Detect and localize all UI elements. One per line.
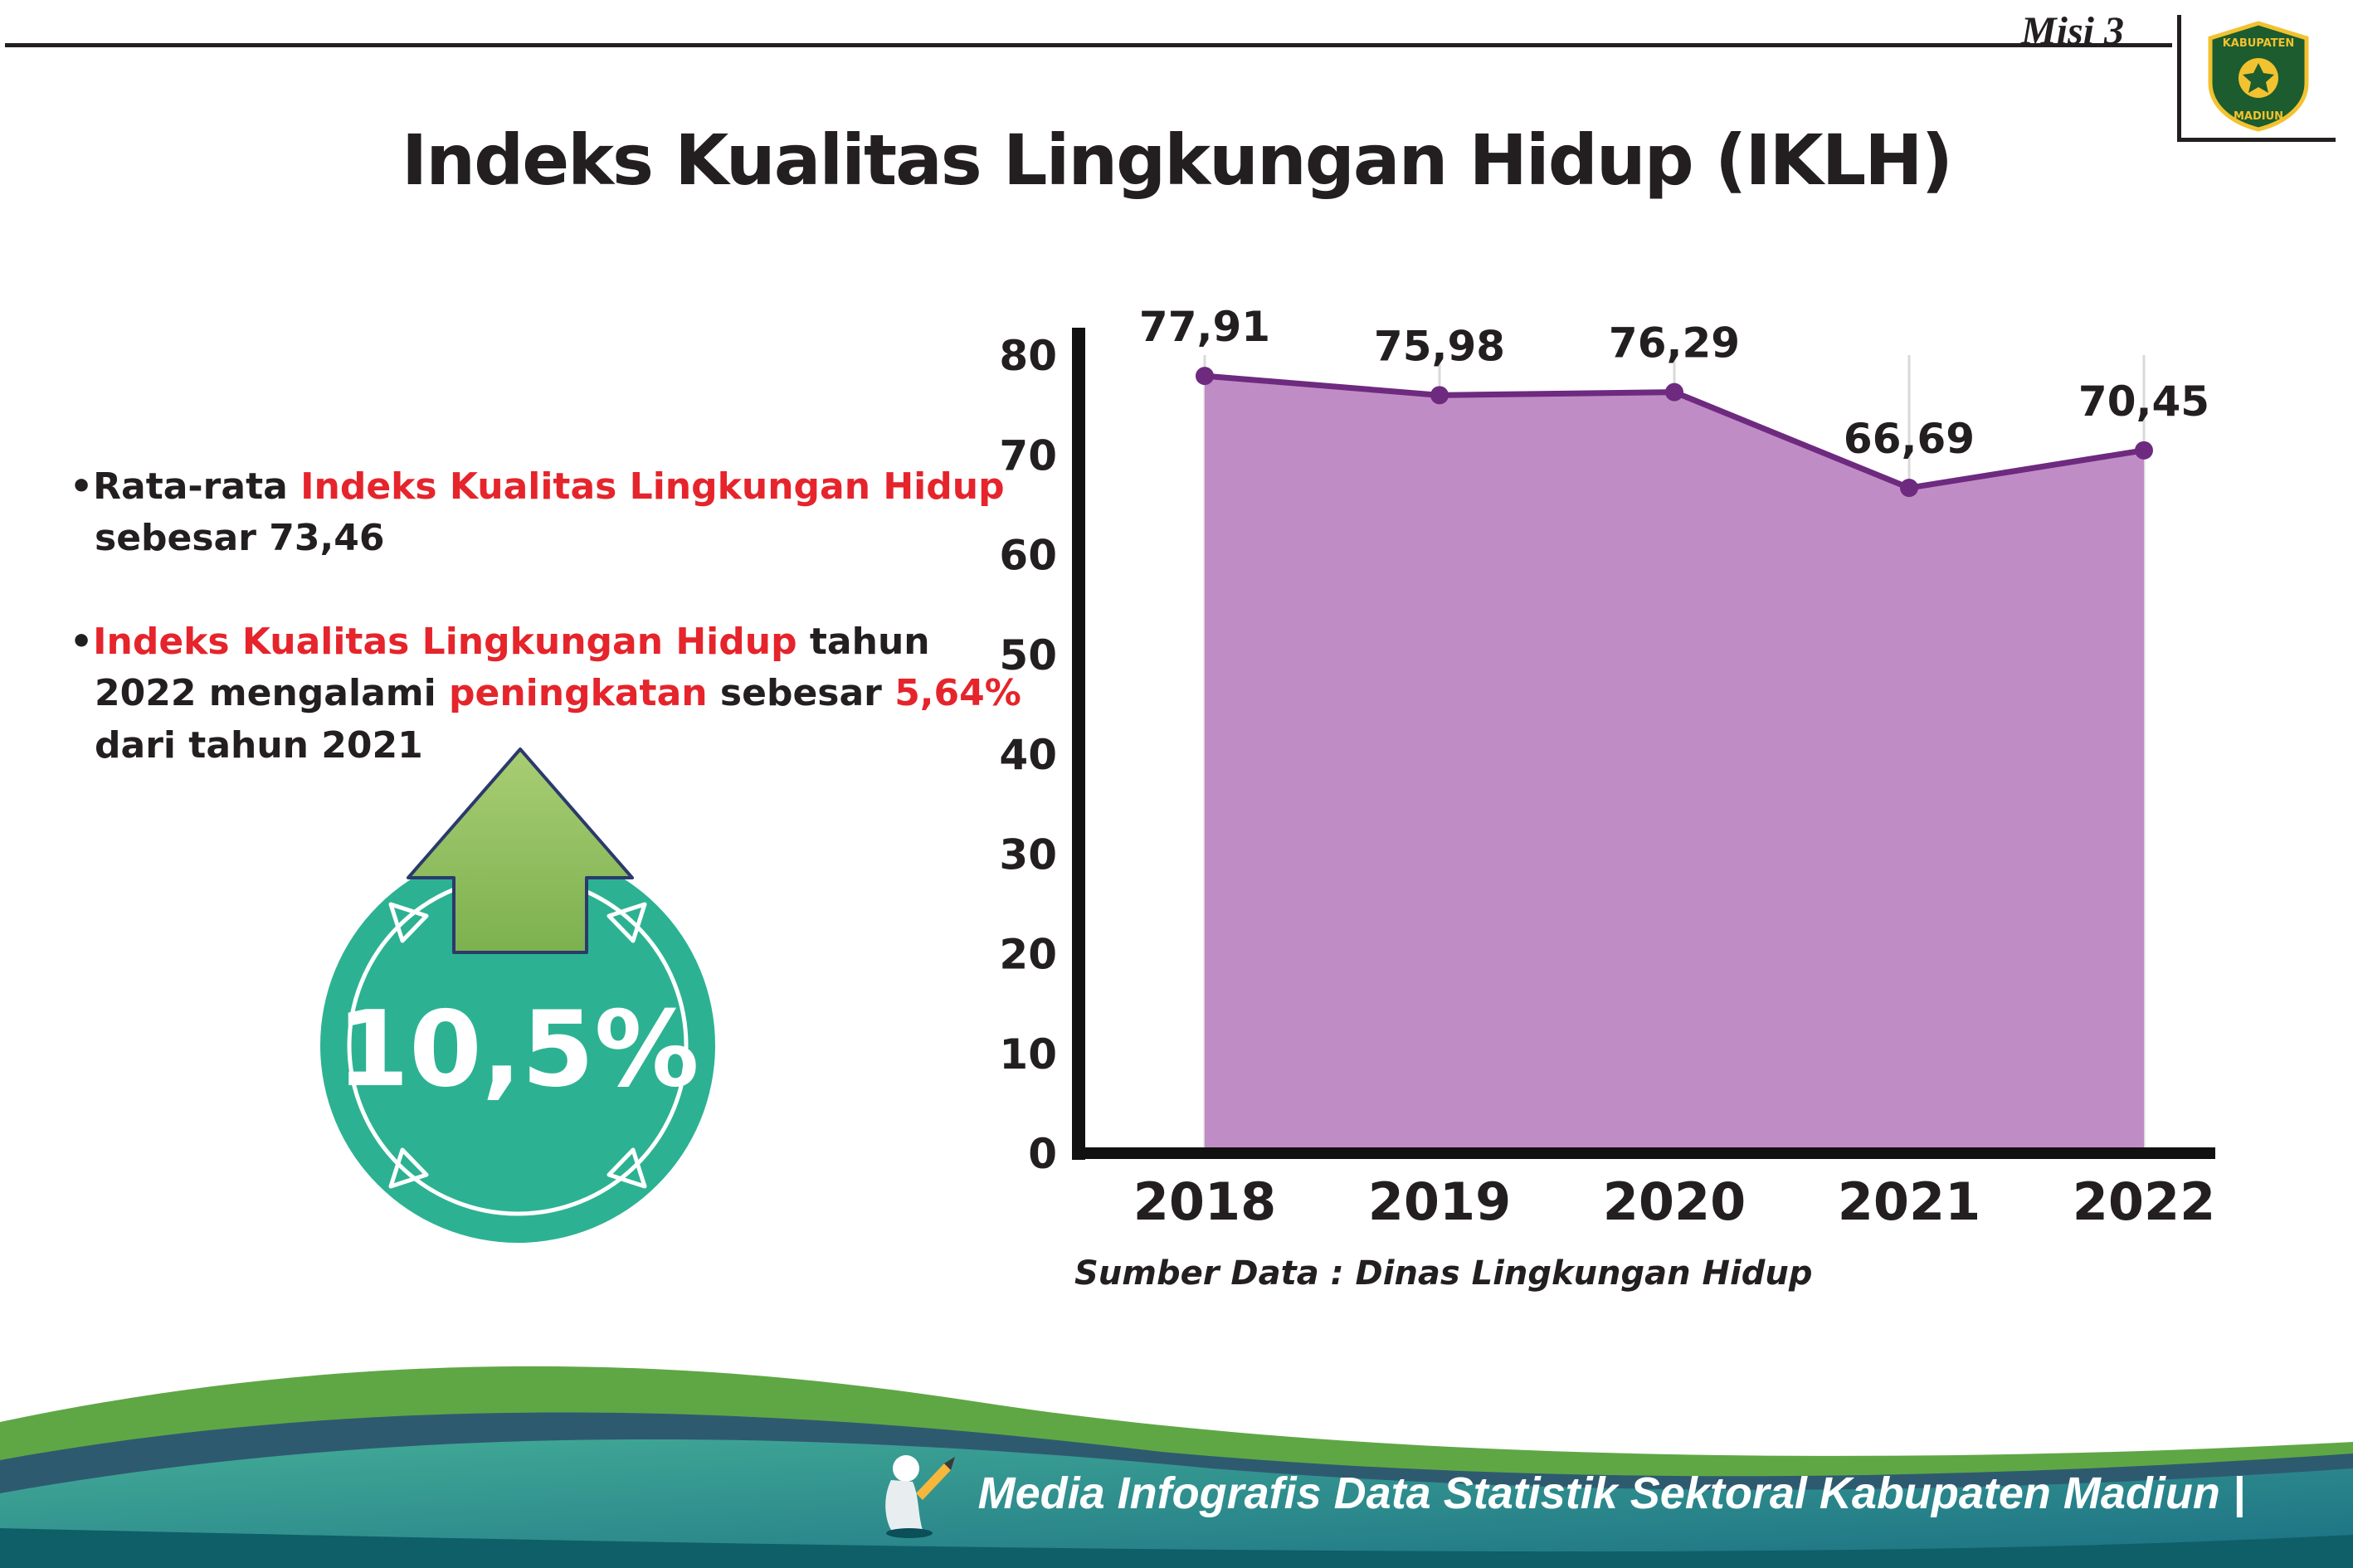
value-label: 75,98 <box>1374 322 1505 370</box>
misi-label: Misi 3 <box>2020 9 2124 53</box>
badge-circle <box>320 848 715 1243</box>
data-point <box>2135 441 2153 460</box>
footer-text: Media Infografis Data Statistik Sektoral… <box>977 1468 2245 1518</box>
kabupaten-madiun-logo: KABUPATEN MADIUN <box>2208 21 2309 132</box>
increase-badge-graphic: 10,5% <box>320 747 715 1243</box>
y-tick-label: 80 <box>999 332 1057 380</box>
x-tick-label: 2018 <box>1133 1171 1277 1232</box>
bullet-marker: • <box>70 620 94 663</box>
y-tick-label: 40 <box>999 731 1057 779</box>
value-label: 77,91 <box>1139 303 1270 351</box>
highlight-red: Indeks Kualitas Lingkungan Hidup <box>93 620 797 663</box>
iklh-chart-area: 0 10 20 30 40 50 60 70 80 77,91 75,98 76,29 66,69 70,… <box>954 295 2298 1332</box>
text-segment: sebesar 73,46 <box>95 517 385 560</box>
iklh-area-chart: 0 10 20 30 40 50 60 70 80 77,91 75,98 76,29 66,69 70,… <box>999 303 2216 1232</box>
y-tick-label: 30 <box>999 830 1057 879</box>
data-source-note: Sumber Data : Dinas Lingkungan Hidup <box>1074 1254 1813 1293</box>
key-points: •Rata-rata Indeks Kualitas Lingkungan Hi… <box>70 461 1024 823</box>
text-segment: Rata-rata <box>93 465 301 508</box>
y-tick-label: 0 <box>1028 1130 1057 1178</box>
pencil-icon <box>915 1463 951 1500</box>
footer-credit: Media Infografis Data Statistik Sektoral… <box>0 1445 2245 1541</box>
y-tick-label: 10 <box>999 1030 1057 1079</box>
area-fill <box>1205 376 2144 1153</box>
mascot-shadow <box>885 1528 933 1538</box>
x-tick-label: 2019 <box>1368 1171 1512 1232</box>
data-point <box>1430 386 1449 405</box>
value-label: 70,45 <box>2078 377 2209 426</box>
data-point <box>1665 382 1683 402</box>
value-label: 76,29 <box>1609 319 1740 368</box>
ring-arrow-top-right <box>607 902 647 943</box>
x-tick-label: 2021 <box>1838 1171 1981 1232</box>
highlight-red: peningkatan <box>449 672 708 715</box>
badge-value: 10,5% <box>336 988 699 1110</box>
wave-bottom-band <box>0 1528 2353 1568</box>
mascot-body <box>884 1480 923 1530</box>
page-title: Indeks Kualitas Lingkungan Hidup (IKLH) <box>402 119 1953 202</box>
logo-text-top: KABUPATEN <box>2223 37 2295 50</box>
y-tick-label: 20 <box>999 931 1057 979</box>
ring-arrow-top-left <box>388 902 429 943</box>
bullet-increase-2022: •Indeks Kualitas Lingkungan Hidup tahun … <box>70 616 1024 772</box>
x-tick-label: 2022 <box>2073 1171 2216 1232</box>
highlight-red: Indeks Kualitas Lingkungan Hidup <box>300 465 1005 508</box>
y-tick-label: 60 <box>999 532 1057 580</box>
top-divider-line <box>5 43 2172 47</box>
text-segment: dari tahun 2021 <box>95 723 423 767</box>
text-segment: sebesar <box>707 672 895 715</box>
ring-arrow-bottom-right <box>607 1147 647 1189</box>
y-tick-label: 70 <box>999 431 1057 480</box>
x-tick-label: 2020 <box>1603 1171 1746 1232</box>
data-point <box>1900 479 1918 498</box>
pencil-tip <box>943 1457 955 1470</box>
text-segment: tahun 2022 mengalami <box>95 620 930 715</box>
logo-text-bottom: MADIUN <box>2234 110 2283 123</box>
mascot-head <box>892 1455 919 1482</box>
wave-teal-band <box>0 1439 2353 1568</box>
highlight-red: 5,64% <box>894 672 1021 715</box>
mascot-icon <box>884 1455 955 1538</box>
logo-star-icon <box>2243 63 2274 93</box>
value-label: 66,69 <box>1844 415 1975 463</box>
kabupaten-madiun-logo-frame: KABUPATEN MADIUN <box>2177 15 2336 142</box>
bullet-average-iklh: •Rata-rata Indeks Kualitas Lingkungan Hi… <box>70 461 1024 565</box>
ring-arrow-bottom-left <box>388 1147 429 1189</box>
data-point <box>1196 367 1214 386</box>
bullet-marker: • <box>70 465 94 508</box>
y-tick-label: 50 <box>999 631 1057 679</box>
increase-badge: 10,5% <box>309 728 740 1296</box>
up-arrow-icon <box>407 747 634 954</box>
footer-waves <box>0 1366 2353 1568</box>
